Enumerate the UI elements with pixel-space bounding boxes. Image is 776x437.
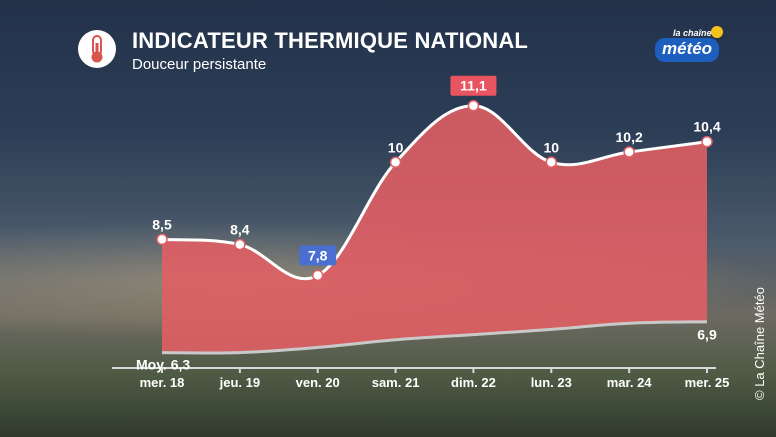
max-value-badge xyxy=(450,75,497,96)
data-label: 10,4 xyxy=(693,119,720,135)
x-tick-label: mer. 18 xyxy=(140,375,185,390)
data-point xyxy=(467,99,480,112)
x-tick-label: mar. 24 xyxy=(607,375,653,390)
data-label: 8,5 xyxy=(152,216,172,232)
x-tick-label: lun. 23 xyxy=(531,375,572,390)
logo-top-text: la chaîne xyxy=(673,28,712,38)
x-tick-label: jeu. 19 xyxy=(219,375,260,390)
data-label: 10,2 xyxy=(616,129,643,145)
temperature-area xyxy=(162,105,707,353)
data-point xyxy=(311,269,324,282)
average-end-label: 6,9 xyxy=(697,327,717,343)
data-point xyxy=(389,156,402,169)
data-point xyxy=(623,146,635,158)
x-tick-label: sam. 21 xyxy=(372,375,420,390)
min-value-badge xyxy=(299,245,337,266)
x-tick-label: dim. 22 xyxy=(451,375,496,390)
credit-text: © La Chaîne Météo xyxy=(752,287,767,400)
data-label: 11,1 xyxy=(460,78,487,94)
page-subtitle: Douceur persistante xyxy=(132,56,267,73)
brand-logo: la chaîne météo xyxy=(655,26,725,66)
thermometer-icon xyxy=(78,30,116,68)
data-point xyxy=(545,156,558,169)
data-label: 10 xyxy=(388,139,404,155)
average-line xyxy=(161,320,708,355)
logo-main-text: météo xyxy=(655,38,720,62)
data-point xyxy=(234,238,246,251)
page-title: INDICATEUR THERMIQUE NATIONAL xyxy=(132,28,529,53)
data-point xyxy=(156,233,168,246)
data-label: 7,8 xyxy=(308,247,328,263)
data-label: 10 xyxy=(543,139,559,155)
sun-icon xyxy=(711,26,723,38)
temperature-line xyxy=(161,104,708,281)
data-point xyxy=(701,135,713,148)
x-tick-label: ven. 20 xyxy=(296,375,340,390)
data-label: 8,4 xyxy=(230,222,250,238)
x-tick-label: mer. 25 xyxy=(685,375,730,390)
average-start-label: Moy. 6,3 xyxy=(136,357,190,373)
